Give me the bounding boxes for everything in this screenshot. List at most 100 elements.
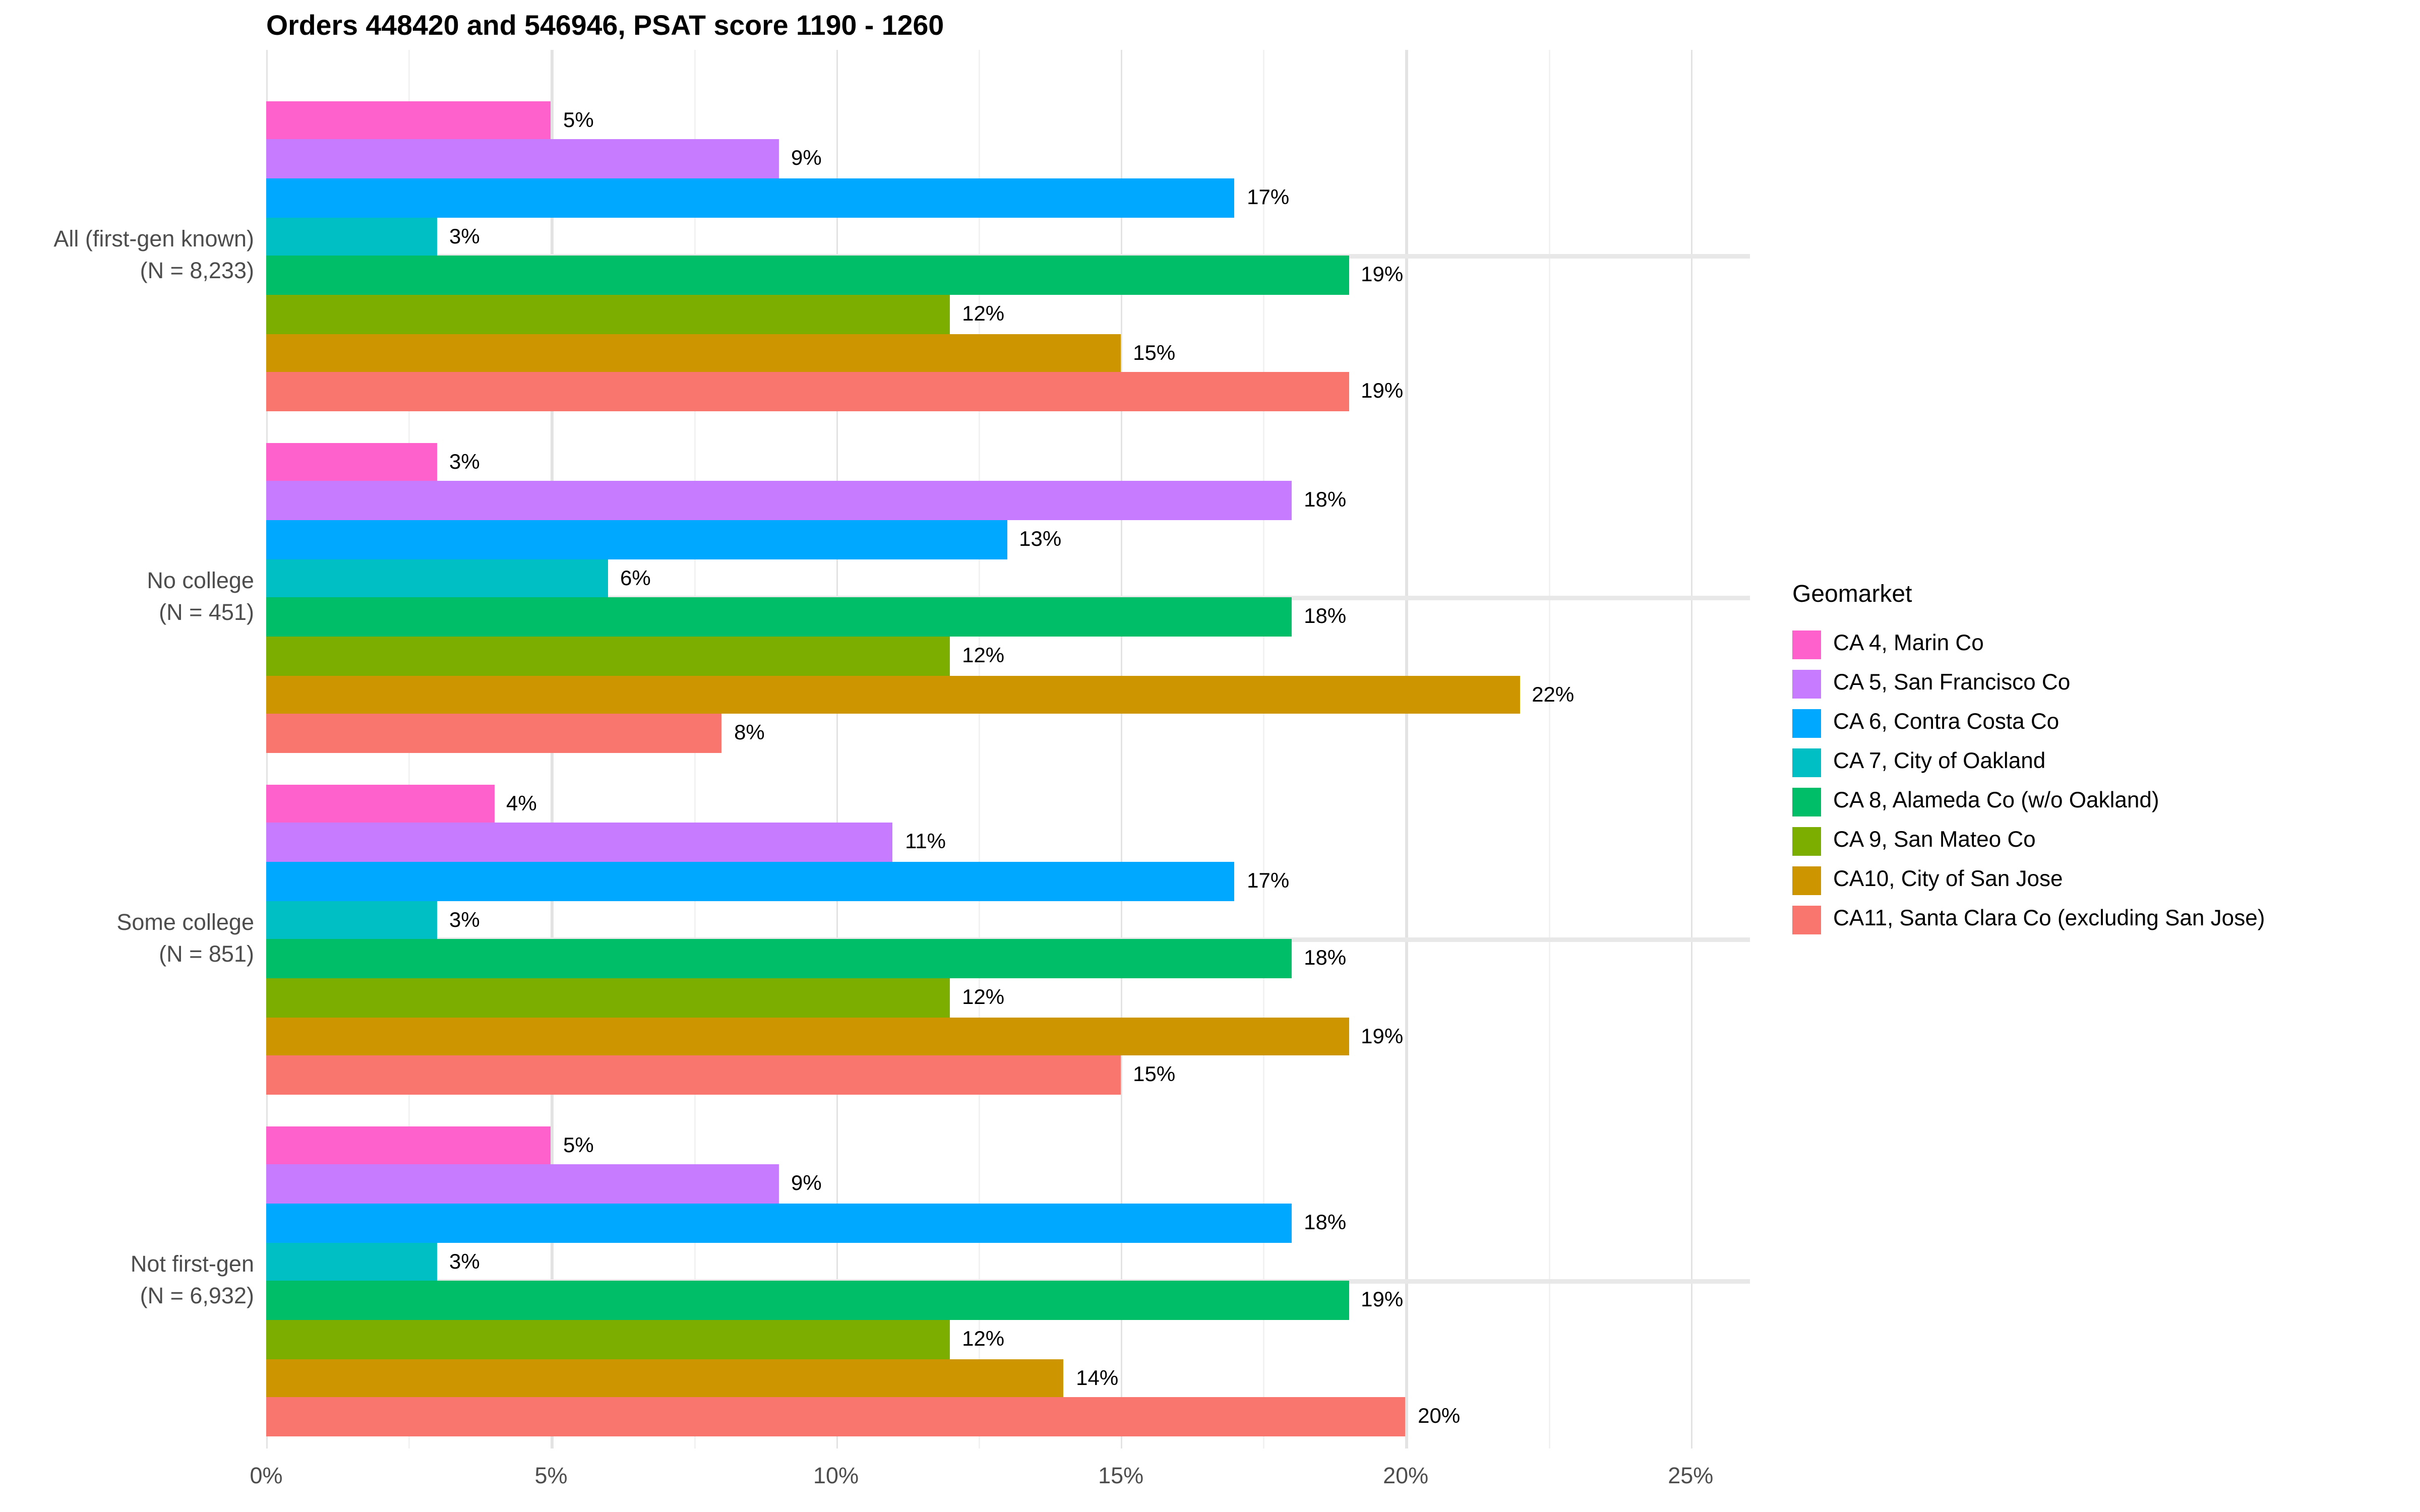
- legend-item: CA 6, Contra Costa Co: [1792, 703, 2265, 742]
- legend-swatch-icon: [1792, 629, 1821, 659]
- legend-label: CA 9, San Mateo Co: [1833, 829, 2036, 853]
- x-tick-label: 10%: [813, 1464, 859, 1489]
- legend-label: CA11, Santa Clara Co (excluding San Jose…: [1833, 907, 2265, 931]
- bar-value-label: 3%: [449, 223, 480, 247]
- legend-item: CA 4, Marin Co: [1792, 624, 2265, 664]
- bar-value-label: 15%: [1133, 340, 1176, 364]
- legend-swatch-icon: [1792, 905, 1821, 934]
- category-label-line: (N = 451): [159, 600, 254, 626]
- bar-ca9-group4: [266, 1320, 950, 1359]
- legend-item: CA11, Santa Clara Co (excluding San Jose…: [1792, 900, 2265, 939]
- bar-ca6-group2: [266, 520, 1007, 559]
- bar-ca9-group2: [266, 637, 950, 676]
- bar-ca5-group2: [266, 481, 1292, 520]
- legend-label: CA 6, Contra Costa Co: [1833, 711, 2060, 735]
- bar-ca8-group3: [266, 939, 1292, 978]
- bar-ca10-group3: [266, 1017, 1349, 1056]
- bar-value-label: 9%: [791, 145, 822, 170]
- bar-value-label: 11%: [905, 829, 946, 853]
- bar-value-label: 9%: [791, 1170, 822, 1195]
- category-label: Not first-gen (N = 6,932): [131, 1249, 254, 1313]
- legend-swatch-icon: [1792, 747, 1821, 777]
- legend-label: CA 7, City of Oakland: [1833, 750, 2046, 774]
- x-gridline-major: [1121, 50, 1123, 1448]
- bar-value-label: 18%: [1304, 1209, 1347, 1234]
- bar-value-label: 19%: [1361, 1023, 1404, 1048]
- bar-value-label: 15%: [1133, 1062, 1176, 1087]
- bar-value-label: 19%: [1361, 1287, 1404, 1311]
- legend-item: CA 8, Alameda Co (w/o Oakland): [1792, 782, 2265, 821]
- legend-label: CA 4, Marin Co: [1833, 632, 1984, 656]
- bar-ca9-group1: [266, 295, 950, 334]
- bar-ca4-group2: [266, 442, 437, 481]
- legend-item: CA 5, San Francisco Co: [1792, 664, 2265, 703]
- bar-value-label: 12%: [962, 301, 1005, 325]
- legend-item: CA 9, San Mateo Co: [1792, 821, 2265, 860]
- bar-value-label: 12%: [962, 643, 1005, 667]
- category-label: All (first-gen known) (N = 8,233): [53, 224, 254, 288]
- bar-value-label: 18%: [1304, 945, 1347, 970]
- category-label-line: (N = 6,932): [140, 1284, 254, 1310]
- bar-ca7-group4: [266, 1242, 437, 1281]
- category-label: Some college (N = 851): [116, 908, 254, 971]
- bar-ca6-group3: [266, 861, 1235, 901]
- bar-ca7-group1: [266, 217, 437, 256]
- x-gridline-major: [836, 50, 838, 1448]
- x-gridline-major: [1690, 50, 1692, 1448]
- category-label-line: Some college: [116, 910, 254, 936]
- bar-value-label: 3%: [449, 1248, 480, 1273]
- bar-ca9-group3: [266, 978, 950, 1018]
- category-label-line: No college: [147, 569, 254, 595]
- x-tick-label: 25%: [1668, 1464, 1714, 1489]
- bar-ca7-group3: [266, 900, 437, 939]
- category-label-line: All (first-gen known): [53, 227, 254, 253]
- bar-ca11-group4: [266, 1398, 1406, 1437]
- bar-value-label: 19%: [1361, 262, 1404, 286]
- category-label-line: (N = 851): [159, 942, 254, 968]
- bar-ca4-group4: [266, 1125, 552, 1165]
- legend-swatch-icon: [1792, 826, 1821, 855]
- legend-item: CA 7, City of Oakland: [1792, 742, 2265, 782]
- legend-item: CA10, City of San Jose: [1792, 860, 2265, 900]
- legend-label: CA10, City of San Jose: [1833, 868, 2063, 892]
- x-gridline-minor: [1548, 50, 1550, 1448]
- bar-ca4-group1: [266, 100, 552, 140]
- x-gridline-major: [1406, 50, 1408, 1448]
- bar-value-label: 13%: [1019, 526, 1062, 550]
- category-label: No college (N = 451): [147, 566, 254, 629]
- chart-title: Orders 448420 and 546946, PSAT score 119…: [266, 9, 944, 41]
- x-tick-label: 15%: [1098, 1464, 1144, 1489]
- bar-ca6-group4: [266, 1203, 1292, 1242]
- bar-ca11-group3: [266, 1056, 1121, 1095]
- bar-ca10-group2: [266, 675, 1520, 715]
- bar-ca8-group4: [266, 1281, 1349, 1320]
- bar-value-label: 8%: [734, 720, 765, 745]
- bar-value-label: 12%: [962, 984, 1005, 1009]
- legend-label: CA 8, Alameda Co (w/o Oakland): [1833, 789, 2159, 813]
- legend-label: CA 5, San Francisco Co: [1833, 671, 2071, 696]
- legend-swatch-icon: [1792, 669, 1821, 698]
- bar-ca8-group1: [266, 256, 1349, 295]
- x-tick-label: 20%: [1383, 1464, 1429, 1489]
- bar-value-label: 19%: [1361, 379, 1404, 403]
- legend-swatch-icon: [1792, 787, 1821, 816]
- bar-value-label: 12%: [962, 1326, 1005, 1350]
- bar-value-label: 17%: [1247, 184, 1290, 209]
- bar-ca5-group3: [266, 823, 893, 862]
- bar-value-label: 6%: [620, 564, 651, 589]
- x-gridline-minor: [978, 50, 980, 1448]
- bar-value-label: 20%: [1418, 1404, 1461, 1428]
- bar-ca7-group2: [266, 558, 609, 598]
- bar-value-label: 3%: [449, 448, 480, 473]
- x-tick-label: 5%: [534, 1464, 568, 1489]
- legend-items: CA 4, Marin Co CA 5, San Francisco Co CA 6…: [1792, 624, 2265, 939]
- bar-value-label: 17%: [1247, 867, 1290, 892]
- legend-title: Geomarket: [1792, 582, 1912, 608]
- category-label-line: (N = 8,233): [140, 259, 254, 285]
- bar-ca6-group1: [266, 178, 1235, 217]
- bar-ca10-group1: [266, 334, 1121, 373]
- bar-ca4-group3: [266, 784, 495, 823]
- bar-ca10-group4: [266, 1359, 1064, 1398]
